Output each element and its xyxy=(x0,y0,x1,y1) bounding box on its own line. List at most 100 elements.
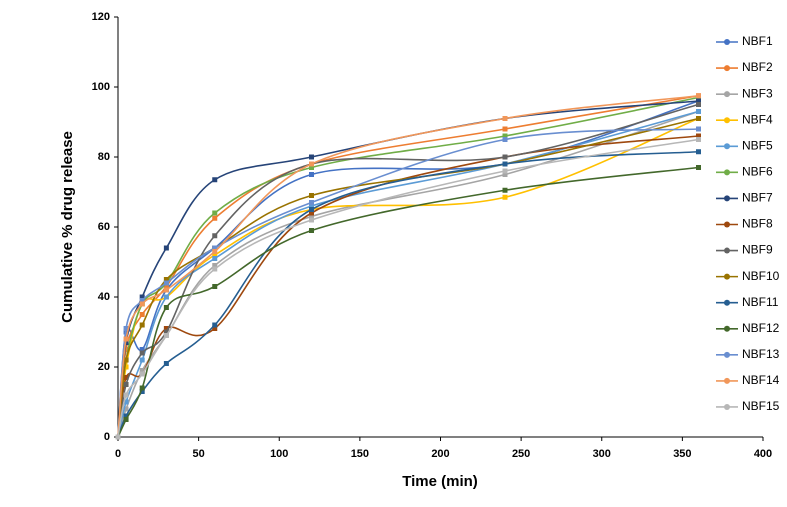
marker xyxy=(212,256,218,261)
series-line xyxy=(117,94,699,438)
marker xyxy=(212,263,218,268)
marker xyxy=(502,161,508,167)
marker xyxy=(139,357,145,363)
marker xyxy=(163,277,169,282)
marker xyxy=(502,172,508,177)
marker xyxy=(309,203,314,209)
marker xyxy=(123,399,129,405)
series-line xyxy=(117,117,699,438)
marker xyxy=(212,284,218,289)
marker xyxy=(163,326,169,331)
marker xyxy=(139,347,145,352)
marker xyxy=(163,294,169,300)
marker xyxy=(139,298,145,303)
marker xyxy=(163,280,169,286)
x-tick-label: 50 xyxy=(193,448,205,460)
series-line xyxy=(117,135,699,438)
y-tick-label: 40 xyxy=(98,291,110,303)
marker xyxy=(139,312,145,317)
marker xyxy=(123,357,129,363)
marker xyxy=(123,406,129,412)
marker xyxy=(123,417,129,422)
marker xyxy=(123,375,129,380)
legend-marker xyxy=(724,247,730,254)
x-axis-title: Time (min) xyxy=(402,473,478,490)
legend-text: NBF8 xyxy=(742,217,773,231)
marker xyxy=(139,294,145,300)
marker xyxy=(502,137,508,142)
series-line xyxy=(117,103,699,438)
marker xyxy=(212,252,218,258)
marker xyxy=(163,287,169,293)
marker xyxy=(123,413,129,419)
series-line xyxy=(117,150,699,438)
legend-text: NBF14 xyxy=(742,373,780,387)
marker xyxy=(212,245,218,251)
marker xyxy=(139,371,145,377)
marker xyxy=(139,368,145,373)
legend-text: NBF1 xyxy=(742,34,773,48)
marker xyxy=(309,172,314,177)
marker xyxy=(502,168,508,174)
marker xyxy=(163,329,169,335)
legend-text: NBF13 xyxy=(742,347,780,361)
y-axis-title: Cumulative % drug release xyxy=(59,131,76,323)
marker xyxy=(696,137,701,142)
marker xyxy=(696,165,701,170)
y-tick-label: 100 xyxy=(92,81,110,93)
y-tick-label: 80 xyxy=(98,151,110,163)
legend-marker xyxy=(724,91,730,98)
marker xyxy=(309,214,314,219)
legend-text: NBF15 xyxy=(742,399,780,413)
legend-text: NBF7 xyxy=(742,191,773,205)
marker xyxy=(309,207,314,212)
legend-marker xyxy=(724,195,730,202)
marker xyxy=(309,217,314,223)
marker xyxy=(309,228,314,233)
marker xyxy=(696,126,701,132)
legend-marker xyxy=(724,273,730,280)
x-tick-label: 150 xyxy=(351,448,369,460)
x-tick-label: 350 xyxy=(673,448,691,460)
x-tick-label: 100 xyxy=(270,448,288,460)
x-tick-label: 300 xyxy=(593,448,611,460)
legend-text: NBF2 xyxy=(742,60,773,74)
legend-marker xyxy=(724,403,730,410)
x-tick-label: 250 xyxy=(512,448,530,460)
marker xyxy=(163,333,169,338)
legend-text: NBF11 xyxy=(742,295,779,309)
legend-text: NBF10 xyxy=(742,269,780,283)
marker xyxy=(502,116,508,121)
marker xyxy=(123,326,129,331)
marker xyxy=(309,154,314,160)
marker xyxy=(502,154,508,160)
marker xyxy=(212,266,218,272)
y-tick-label: 120 xyxy=(92,11,110,23)
series-line xyxy=(117,166,699,438)
marker xyxy=(502,194,508,200)
marker xyxy=(696,102,701,107)
legend-text: NBF9 xyxy=(742,243,773,257)
marker xyxy=(212,210,218,216)
marker xyxy=(696,98,701,104)
legend-marker xyxy=(724,221,730,228)
series-line xyxy=(117,100,699,438)
marker xyxy=(123,364,129,370)
marker xyxy=(696,93,701,99)
marker xyxy=(123,336,129,342)
marker xyxy=(502,133,508,139)
series-line xyxy=(117,96,699,438)
marker xyxy=(309,193,314,198)
legend-marker xyxy=(724,377,730,384)
marker xyxy=(139,322,145,328)
marker xyxy=(139,389,145,394)
marker xyxy=(696,149,701,155)
marker xyxy=(115,434,121,440)
series-line xyxy=(117,138,699,438)
legend-marker xyxy=(724,39,730,45)
marker xyxy=(163,245,169,251)
y-tick-label: 0 xyxy=(104,431,110,443)
legend-text: NBF4 xyxy=(742,112,773,126)
marker xyxy=(163,284,169,289)
